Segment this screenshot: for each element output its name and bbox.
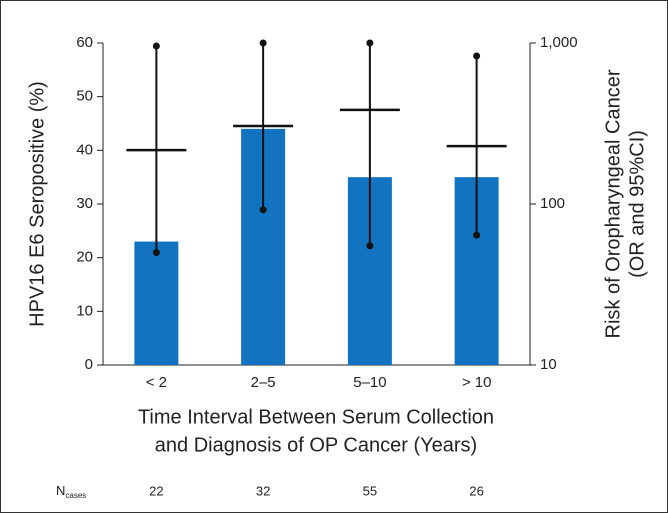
n-cases: 26: [469, 483, 483, 498]
error-cap: [366, 39, 374, 47]
error-cap: [473, 52, 481, 60]
bar: [134, 241, 179, 365]
y-tick-label: 0: [85, 356, 93, 373]
n-label-main: N: [56, 483, 65, 498]
x-tick-label: 2–5: [251, 374, 276, 391]
x-tick-label: < 2: [146, 374, 167, 391]
n-cases: 22: [149, 483, 163, 498]
error-cap: [259, 39, 267, 47]
y2-axis-title: Risk of Oropharyngeal Cancer: [602, 69, 624, 338]
y-tick-label: 40: [76, 141, 93, 158]
error-cap: [152, 42, 160, 50]
y-tick-label: 10: [76, 302, 93, 319]
n-label-sub: cases: [65, 491, 86, 500]
error-cap: [473, 231, 481, 239]
y2-axis-title: (OR and 95%CI): [626, 130, 648, 278]
y-tick-label: 50: [76, 88, 93, 105]
n-cases: 32: [256, 483, 270, 498]
x-axis-title: Time Interval Between Serum Collection: [138, 406, 494, 428]
error-cap: [152, 248, 160, 256]
x-tick-label: > 10: [462, 374, 492, 391]
x-tick-label: 5–10: [353, 374, 386, 391]
y-axis-title: HPV16 E6 Seropositive (%): [26, 81, 48, 327]
y2-tick-label: 10: [540, 356, 557, 373]
error-cap: [366, 242, 374, 250]
y-tick-label: 30: [76, 195, 93, 212]
n-label: Ncases: [56, 483, 86, 500]
y-tick-label: 60: [76, 34, 93, 51]
y-tick-label: 20: [76, 249, 93, 266]
y2-tick-label: 100: [540, 195, 565, 212]
x-axis-title: and Diagnosis of OP Cancer (Years): [155, 434, 477, 456]
y2-tick-label: 1,000: [540, 34, 578, 51]
error-cap: [259, 206, 267, 214]
n-cases: 55: [363, 483, 377, 498]
